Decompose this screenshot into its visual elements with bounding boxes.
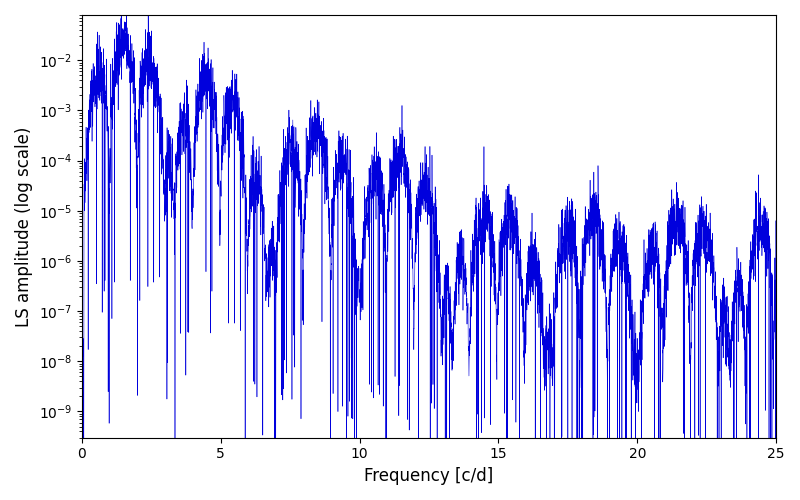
Y-axis label: LS amplitude (log scale): LS amplitude (log scale) [15,126,33,326]
X-axis label: Frequency [c/d]: Frequency [c/d] [364,467,494,485]
